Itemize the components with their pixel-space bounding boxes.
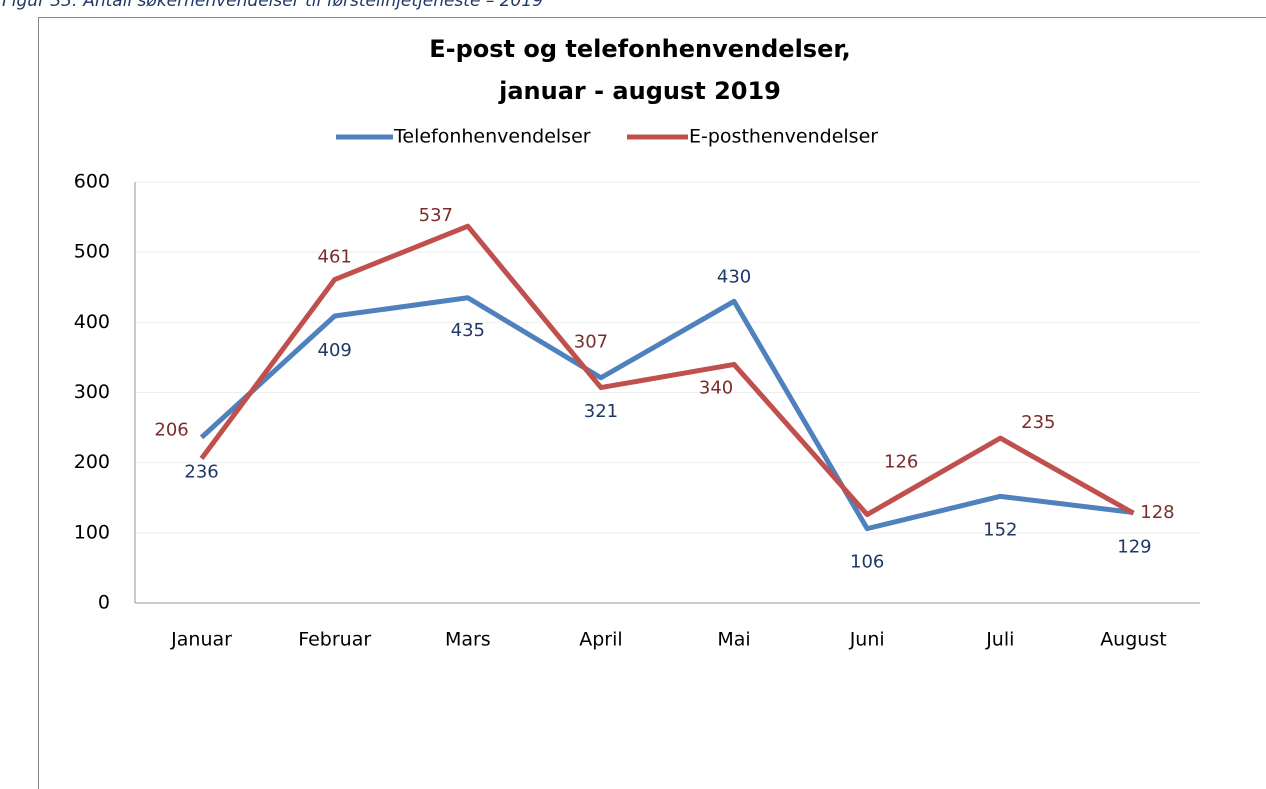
legend-label: E-posthenvendelser bbox=[689, 126, 878, 148]
x-tick-label: Mai bbox=[717, 629, 750, 651]
y-tick-label: 0 bbox=[98, 592, 110, 614]
data-label: 307 bbox=[574, 332, 608, 353]
series-line bbox=[199, 223, 1135, 518]
x-tick-label: April bbox=[579, 629, 622, 651]
y-tick-label: 100 bbox=[74, 521, 110, 543]
data-label: 206 bbox=[154, 419, 188, 440]
x-tick-label: Januar bbox=[170, 629, 232, 651]
y-tick-label: 300 bbox=[74, 381, 110, 403]
figure-caption: Figur 33: Antall søkerhenvendelser til f… bbox=[2, 0, 543, 11]
x-tick-label: Juni bbox=[849, 629, 885, 651]
x-tick-label: Februar bbox=[298, 629, 371, 651]
data-label: 409 bbox=[318, 340, 352, 361]
data-label: 435 bbox=[451, 320, 485, 341]
x-tick-label: August bbox=[1100, 629, 1167, 651]
y-tick-label: 200 bbox=[74, 451, 110, 473]
data-label: 321 bbox=[584, 401, 618, 422]
chart-frame bbox=[38, 17, 1266, 789]
y-tick-label: 400 bbox=[74, 311, 110, 333]
data-label: 128 bbox=[1140, 502, 1174, 523]
data-label: 236 bbox=[184, 461, 218, 482]
data-label: 340 bbox=[699, 377, 733, 398]
data-label: 461 bbox=[318, 247, 352, 268]
data-label: 537 bbox=[419, 205, 453, 226]
y-tick-label: 600 bbox=[74, 171, 110, 193]
data-label: 129 bbox=[1117, 536, 1151, 557]
data-label: 235 bbox=[1021, 412, 1055, 433]
data-label: 126 bbox=[884, 452, 918, 473]
y-tick-label: 500 bbox=[74, 241, 110, 263]
data-label: 106 bbox=[850, 552, 884, 573]
legend-label: Telefonhenvendelser bbox=[393, 126, 591, 148]
series-line bbox=[199, 295, 1134, 532]
chart-title: E-post og telefonhenvendelser, bbox=[429, 35, 851, 63]
chart-title: januar - august 2019 bbox=[498, 77, 781, 105]
x-tick-label: Mars bbox=[445, 629, 491, 651]
data-label: 152 bbox=[983, 519, 1017, 540]
data-label: 430 bbox=[717, 266, 751, 287]
x-tick-label: Juli bbox=[985, 629, 1014, 651]
